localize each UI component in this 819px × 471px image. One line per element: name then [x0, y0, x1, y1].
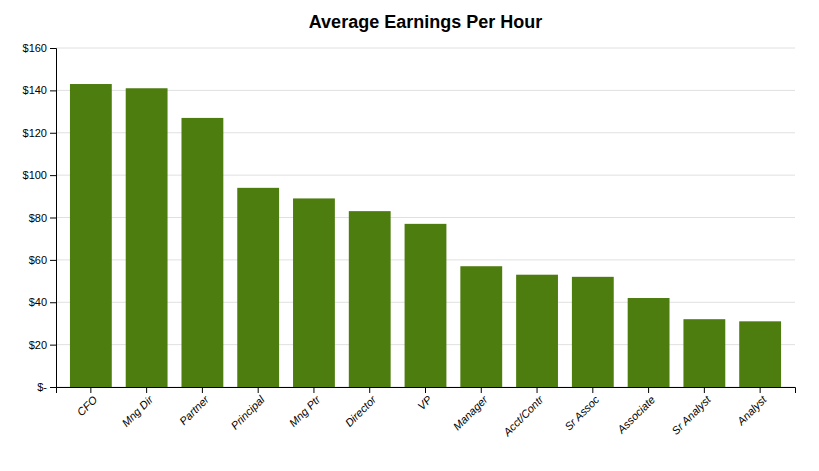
x-tick-mark — [648, 387, 649, 393]
bar — [739, 321, 781, 387]
x-tick-mark — [704, 387, 705, 393]
x-tick-mark — [537, 387, 538, 393]
y-axis: $- $20 $40 $60 $80 $100 $120 $140 $160 — [23, 42, 57, 393]
y-tick-mark — [50, 260, 56, 261]
x-tick: Mng Dir — [119, 387, 156, 429]
bar — [237, 188, 279, 387]
x-tick: CFO — [75, 387, 100, 418]
y-tick-label: $60 — [29, 254, 47, 266]
y-tick-mark — [50, 90, 56, 91]
bar — [70, 84, 112, 387]
x-tick-mark — [425, 387, 426, 393]
x-tick-mark — [313, 387, 314, 393]
y-tick-mark — [50, 48, 56, 49]
y-tick-label: $140 — [23, 84, 47, 96]
x-tick: Analyst — [734, 387, 769, 428]
y-tick-mark — [50, 133, 56, 134]
x-tick-label: Mng Dir — [119, 392, 156, 429]
y-tick-mark — [50, 218, 56, 219]
y-tick-mark — [50, 302, 56, 303]
bar — [460, 266, 502, 387]
x-tick-mark — [369, 387, 370, 393]
x-axis: CFO Mng Dir Partner Principal Mng Ptr Directo… — [57, 387, 796, 439]
x-tick: Director — [343, 387, 380, 429]
y-tick: $- — [37, 381, 56, 393]
bar — [516, 275, 558, 387]
bar — [572, 277, 614, 387]
x-tick: Mng Ptr — [287, 387, 324, 429]
bars — [70, 84, 781, 387]
y-tick-label: $- — [37, 381, 47, 393]
y-tick: $120 — [23, 127, 56, 139]
x-tick-label: Sr Analyst — [669, 393, 713, 437]
x-tick: Acct/Contr — [500, 387, 546, 439]
x-tick-mark — [202, 387, 203, 393]
y-tick-label: $100 — [23, 169, 47, 181]
y-tick-mark — [50, 345, 56, 346]
y-tick: $160 — [23, 42, 56, 54]
y-tick: $80 — [29, 212, 56, 224]
bar — [349, 211, 391, 387]
y-tick: $40 — [29, 296, 56, 308]
chart: $- $20 $40 $60 $80 $100 $120 $140 $160 CFO Mng Dir… — [0, 0, 819, 471]
x-axis-line — [57, 388, 796, 394]
y-tick: $60 — [29, 254, 56, 266]
y-tick-label: $160 — [23, 42, 47, 54]
x-tick-label: Analyst — [734, 393, 769, 428]
y-tick-label: $80 — [29, 212, 47, 224]
x-tick: Partner — [177, 387, 212, 427]
x-tick: Sr Assoc — [562, 387, 602, 433]
plot-root: $- $20 $40 $60 $80 $100 $120 $140 $160 CFO Mng Dir… — [23, 42, 796, 439]
x-tick-mark — [146, 387, 147, 393]
x-tick-label: CFO — [75, 393, 100, 418]
x-tick-mark — [481, 387, 482, 393]
y-tick-label: $20 — [29, 339, 47, 351]
y-tick-label: $40 — [29, 296, 47, 308]
x-tick-label: Director — [343, 392, 380, 429]
y-tick: $100 — [23, 169, 56, 181]
y-tick: $20 — [29, 339, 56, 351]
x-tick: Sr Analyst — [669, 387, 713, 437]
bar — [293, 198, 335, 387]
bar — [683, 319, 725, 387]
x-tick-mark — [90, 387, 91, 393]
y-tick-mark — [50, 387, 56, 388]
x-tick-mark — [760, 387, 761, 393]
x-tick-label: Manager — [451, 392, 491, 432]
x-tick-label: VP — [415, 393, 434, 412]
x-tick: Principal — [228, 387, 267, 432]
x-tick-mark — [592, 387, 593, 393]
bar — [181, 118, 223, 387]
bar — [628, 298, 670, 387]
x-tick-label: Sr Assoc — [562, 393, 602, 433]
x-tick-mark — [258, 387, 259, 393]
grid-line — [56, 48, 795, 49]
title: Average Earnings Per Hour — [309, 12, 542, 32]
y-tick: $140 — [23, 84, 56, 96]
bar — [126, 88, 168, 387]
bar — [405, 224, 447, 387]
y-tick-label: $120 — [23, 127, 47, 139]
x-tick-label: Associate — [614, 393, 657, 436]
grid — [56, 48, 795, 387]
x-tick: Manager — [451, 387, 491, 432]
x-tick-label: Partner — [177, 392, 212, 427]
y-axis-line — [50, 49, 57, 388]
x-tick-label: Mng Ptr — [287, 392, 324, 429]
y-tick-mark — [50, 175, 56, 176]
x-tick-label: Acct/Contr — [500, 392, 546, 438]
x-tick-label: Principal — [228, 393, 267, 432]
x-tick: Associate — [614, 387, 657, 436]
x-tick: VP — [415, 387, 434, 412]
